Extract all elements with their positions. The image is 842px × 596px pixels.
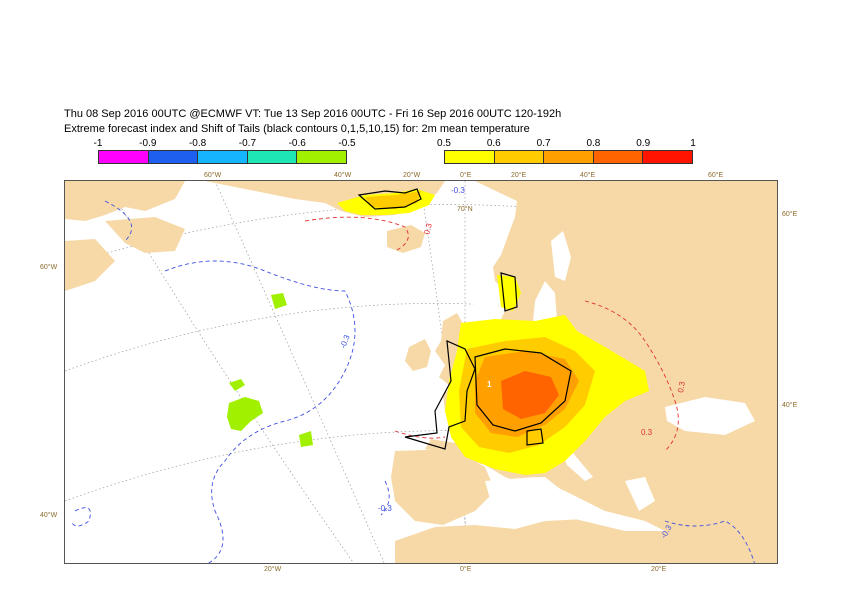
legend-tick: -0.7 [238, 138, 257, 149]
legend-swatch [247, 151, 298, 163]
contour-label: 0.3 [641, 428, 653, 437]
graticule-line [214, 181, 385, 563]
lat-label: 40°W [40, 512, 58, 519]
lon-label: 20°E [511, 172, 527, 179]
sea-black [665, 397, 755, 435]
legend-positive-swatches [444, 150, 693, 164]
sea-aegean [625, 477, 655, 511]
contour-label: 0.3 [422, 222, 434, 236]
chart-title: Thu 08 Sep 2016 00UTC @ECMWF VT: Tue 13 … [64, 107, 561, 137]
legend-swatch [99, 151, 149, 163]
lat-label: 40°E [782, 402, 798, 409]
lon-label: 60°W [204, 172, 222, 179]
legend-negative-swatches [98, 150, 347, 164]
sot-contour-1 [500, 272, 518, 312]
legend-swatch [297, 151, 346, 163]
contour-label: -0.3 [338, 333, 351, 350]
lon-label: 60°E [708, 172, 724, 179]
sot-contour-1 [357, 188, 422, 210]
sea-mediterranean [485, 477, 665, 531]
legend-swatch [198, 151, 248, 163]
efi-neg-patch [227, 397, 263, 431]
graticule-line [104, 181, 355, 563]
legend-swatch [445, 151, 495, 163]
contour-negative [380, 480, 390, 516]
land-labrador [65, 239, 115, 291]
land-iceland [387, 225, 425, 253]
graticule-line [419, 181, 471, 563]
legend-tick: -0.8 [188, 138, 207, 149]
land-iberia [391, 449, 495, 525]
sot-contour-1 [526, 428, 544, 446]
contour-negative [70, 507, 91, 527]
legend-swatch [643, 151, 692, 163]
land [65, 181, 777, 563]
legend-tick: -0.5 [338, 138, 356, 149]
legend-tick: 0.7 [536, 138, 551, 149]
lon-label: 40°E [580, 172, 596, 179]
contour-label: 1 [487, 380, 492, 389]
map-canvas: -0.3 -0.3 0.3 0.3 -0.3 -0.3 0.3 1 70°N [65, 181, 777, 563]
contour-positive [394, 430, 446, 439]
legend-tick: 0.8 [586, 138, 601, 149]
lat-label: 60°W [40, 264, 58, 271]
contour-positive [584, 300, 679, 452]
map-panel: -0.3 -0.3 0.3 0.3 -0.3 -0.3 0.3 1 70°N [64, 180, 778, 564]
graticule-line [65, 430, 777, 502]
land-north-africa [395, 519, 703, 563]
legend-tick: 0.5 [437, 138, 451, 149]
legend-tick: 1 [690, 138, 696, 149]
graticule-line [65, 303, 777, 372]
efi-negative [227, 293, 313, 447]
land-ireland [405, 339, 431, 371]
land-canada-islands [65, 181, 185, 221]
legend-positive-labels: 0.5 0.6 0.7 0.8 0.9 1 [437, 138, 696, 150]
contour-label: -0.3 [378, 504, 392, 513]
lon-label: 40°W [334, 172, 352, 179]
legend-tick: -0.9 [139, 138, 157, 149]
lon-label: 20°W [403, 172, 421, 179]
lat-label-inner: 70°N [457, 205, 473, 213]
legend-swatch [593, 151, 644, 163]
legend-tick: 0.9 [636, 138, 651, 149]
sea-adriatic [561, 451, 593, 481]
sot-contour-1 [474, 348, 572, 432]
legend-tick: -0.6 [288, 138, 306, 149]
legend-swatch [148, 151, 199, 163]
legend-negative: -1 -0.9 -0.8 -0.7 -0.6 -0.5 [94, 138, 356, 164]
legend-positive: 0.5 0.6 0.7 0.8 0.9 1 [437, 138, 696, 164]
legend-swatch [494, 151, 545, 163]
efi-positive [337, 189, 649, 475]
sea-bothnia [551, 231, 571, 281]
lon-label: 20°W [264, 566, 282, 573]
legend-swatch [544, 151, 594, 163]
title-line-1: Thu 08 Sep 2016 00UTC @ECMWF VT: Tue 13 … [64, 108, 562, 120]
contour-negative [164, 260, 356, 563]
contour-label: -0.3 [451, 186, 465, 195]
efi-neg-patch [271, 293, 287, 309]
efi-zone-08 [501, 371, 559, 419]
efi-zone-06-greenland [365, 191, 421, 209]
contour-positive [304, 216, 409, 252]
efi-neg-patch [229, 379, 245, 391]
sot-contours [357, 188, 572, 450]
contour-negative [104, 200, 133, 242]
land-baffin [105, 217, 185, 253]
contour-label: 0.3 [676, 380, 687, 393]
legend-tick: -1 [93, 138, 103, 149]
lon-label: 0°E [460, 566, 472, 573]
lon-label: 0°E [460, 172, 472, 179]
efi-neg-patch [299, 431, 313, 447]
contour-negative [664, 520, 755, 563]
lat-label: 60°E [782, 211, 798, 218]
legend-tick: 0.6 [486, 138, 501, 149]
dashed-contours [70, 200, 755, 563]
title-line-2: Extreme forecast index and Shift of Tail… [64, 123, 530, 135]
legend-negative-labels: -1 -0.9 -0.8 -0.7 -0.6 -0.5 [94, 138, 356, 150]
lon-label: 20°E [651, 566, 667, 573]
